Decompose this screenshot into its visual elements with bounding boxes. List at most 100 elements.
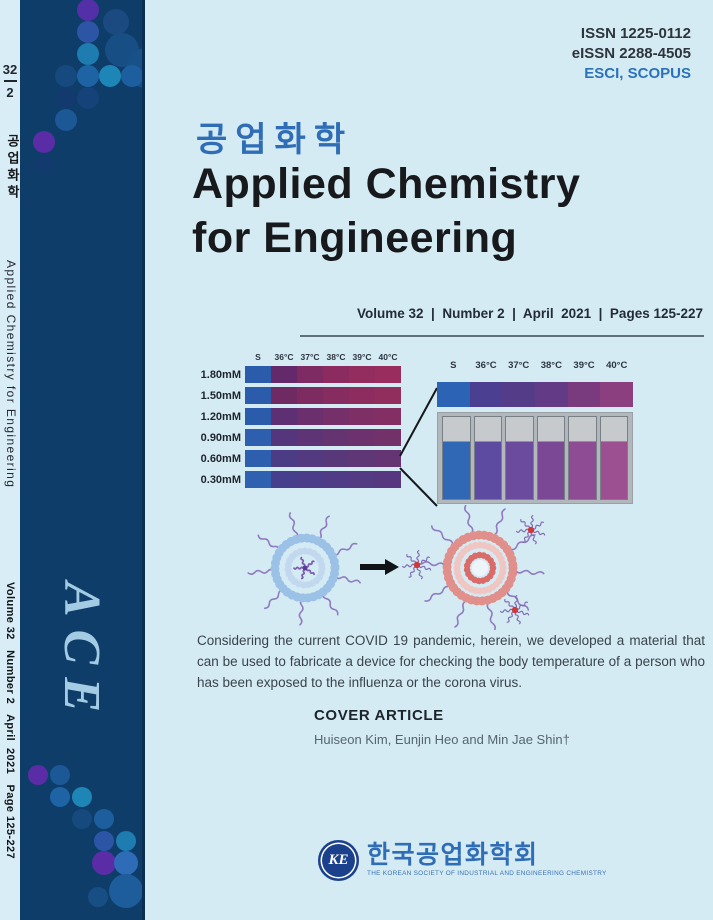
matrix-header-row: S 36°C 37°C 38°C 39°C 40°C xyxy=(197,352,401,366)
matrix-cell xyxy=(271,429,297,446)
journal-title-en: Applied Chemistry for Engineering xyxy=(192,157,580,265)
micelle-diagram xyxy=(247,505,546,630)
brand-band: ACE xyxy=(20,0,145,920)
spine-strip: 32 2 공업화학 Applied Chemistry for Engineer… xyxy=(0,0,20,920)
matrix-col-header: 38°C xyxy=(326,352,346,362)
publisher-logo: KE 한국공업화학회 THE KOREAN SOCIETY OF INDUSTR… xyxy=(318,840,607,881)
matrix-cell xyxy=(349,450,375,467)
spine-kr-title: 공업화학 xyxy=(5,134,20,202)
dots-pattern-top-icon xyxy=(33,0,142,173)
society-emblem-text: KE xyxy=(328,852,349,868)
matrix-col-header: 39°C xyxy=(352,352,372,362)
journal-title-kr: 공업화학 xyxy=(196,121,354,159)
matrix-cell xyxy=(349,471,375,488)
issue-no-bottom: 2 xyxy=(6,85,14,100)
cuvette-photo xyxy=(437,412,633,504)
matrix-cell xyxy=(271,408,297,425)
strip-cell xyxy=(535,382,568,407)
cover-article-authors: Huiseon Kim, Eunjin Heo and Min Jae Shin… xyxy=(314,732,570,747)
matrix-cell xyxy=(245,429,271,446)
strip-cell xyxy=(437,382,470,407)
matrix-cell xyxy=(271,366,297,383)
matrix-row-label: 0.60mM xyxy=(200,452,241,465)
matrix-cell xyxy=(271,471,297,488)
matrix-row-label: 0.90mM xyxy=(200,431,241,444)
cuvette xyxy=(473,416,502,500)
strip-cell xyxy=(600,382,634,407)
panel-col-header: 37°C xyxy=(508,360,530,371)
matrix-cell xyxy=(375,387,401,404)
cuvette-glass-top xyxy=(506,417,533,442)
issue-volume: 32 xyxy=(2,62,18,77)
cuvette xyxy=(568,416,597,500)
matrix-cell xyxy=(323,450,349,467)
issn-block: ISSN 1225-0112 eISSN 2288-4505 ESCI, SCO… xyxy=(572,24,691,84)
matrix-cell xyxy=(297,450,323,467)
ace-monogram: ACE xyxy=(53,582,110,726)
color-gradient-strip xyxy=(437,382,634,407)
cuvette-glass-top xyxy=(600,417,627,442)
cuvette-liquid xyxy=(443,442,470,499)
cuvette xyxy=(442,416,471,500)
matrix-row: 0.90mM xyxy=(197,429,401,446)
journal-title-en-line2: for Engineering xyxy=(192,214,518,262)
matrix-row: 1.20mM xyxy=(197,408,401,425)
matrix-cell xyxy=(349,408,375,425)
matrix-cell xyxy=(375,450,401,467)
journal-title-en-line1: Applied Chemistry xyxy=(192,160,581,208)
matrix-cell xyxy=(375,471,401,488)
society-names: 한국공업화학회 THE KOREAN SOCIETY OF INDUSTRIAL… xyxy=(367,840,607,877)
society-name-kr: 한국공업화학회 xyxy=(367,841,539,869)
cuvette-liquid xyxy=(506,442,533,499)
matrix-col-header: S xyxy=(255,352,261,362)
matrix-cell xyxy=(323,429,349,446)
cuvette xyxy=(505,416,534,500)
cuvette-liquid xyxy=(474,442,501,499)
matrix-cell xyxy=(323,408,349,425)
cuvette-glass-top xyxy=(443,417,470,442)
matrix-row-label: 1.20mM xyxy=(200,410,241,423)
matrix-cell xyxy=(245,408,271,425)
cuvette-liquid xyxy=(537,442,564,499)
matrix-cell xyxy=(245,387,271,404)
issn-label: ISSN 1225-0112 xyxy=(580,25,691,42)
matrix-cell xyxy=(323,471,349,488)
matrix-cell xyxy=(297,471,323,488)
indexing-label: ESCI, SCOPUS xyxy=(584,65,691,82)
matrix-cell xyxy=(297,387,323,404)
panel-col-header: 36°C xyxy=(475,360,497,371)
matrix-row-label: 1.80mM xyxy=(200,368,241,381)
cuvette xyxy=(599,416,628,500)
matrix-cell xyxy=(245,450,271,467)
matrix-cell xyxy=(323,366,349,383)
cuvette-liquid xyxy=(569,442,596,499)
strip-cell xyxy=(502,382,536,407)
spine-en-title: Applied Chemistry for Engineering xyxy=(4,260,18,489)
strip-cell xyxy=(469,382,503,407)
matrix-col-header: 37°C xyxy=(300,352,320,362)
matrix-row-label: 1.50mM xyxy=(200,389,241,402)
matrix-cell xyxy=(271,387,297,404)
dots-pattern-bottom-icon xyxy=(28,765,142,908)
cuvette-glass-top xyxy=(474,417,501,442)
matrix-header-spacer xyxy=(197,352,245,366)
matrix-row: 0.60mM xyxy=(197,450,401,467)
strip-cell xyxy=(567,382,601,407)
cover-article-heading: COVER ARTICLE xyxy=(314,707,444,724)
temperature-color-matrix: S 36°C 37°C 38°C 39°C 40°C 1.80mM 1.50mM 1.20mM 0… xyxy=(197,352,401,492)
temperature-panel: S 36°C 37°C 38°C 39°C 40°C xyxy=(437,360,634,504)
eissn-label: eISSN 2288-4505 xyxy=(571,45,691,62)
matrix-cell xyxy=(375,429,401,446)
cuvette-glass-top xyxy=(569,417,596,442)
matrix-row: 0.30mM xyxy=(197,471,401,488)
matrix-cell xyxy=(245,471,271,488)
matrix-cell xyxy=(297,429,323,446)
matrix-cell xyxy=(245,366,271,383)
abstract-text: Considering the current COVID 19 pandemi… xyxy=(197,633,705,690)
cuvette-glass-top xyxy=(537,417,564,442)
matrix-row: 1.80mM xyxy=(197,366,401,383)
panel-col-header: 39°C xyxy=(573,360,595,371)
panel-col-header: 38°C xyxy=(540,360,562,371)
panel-header-row: S 36°C 37°C 38°C 39°C 40°C xyxy=(437,360,633,374)
